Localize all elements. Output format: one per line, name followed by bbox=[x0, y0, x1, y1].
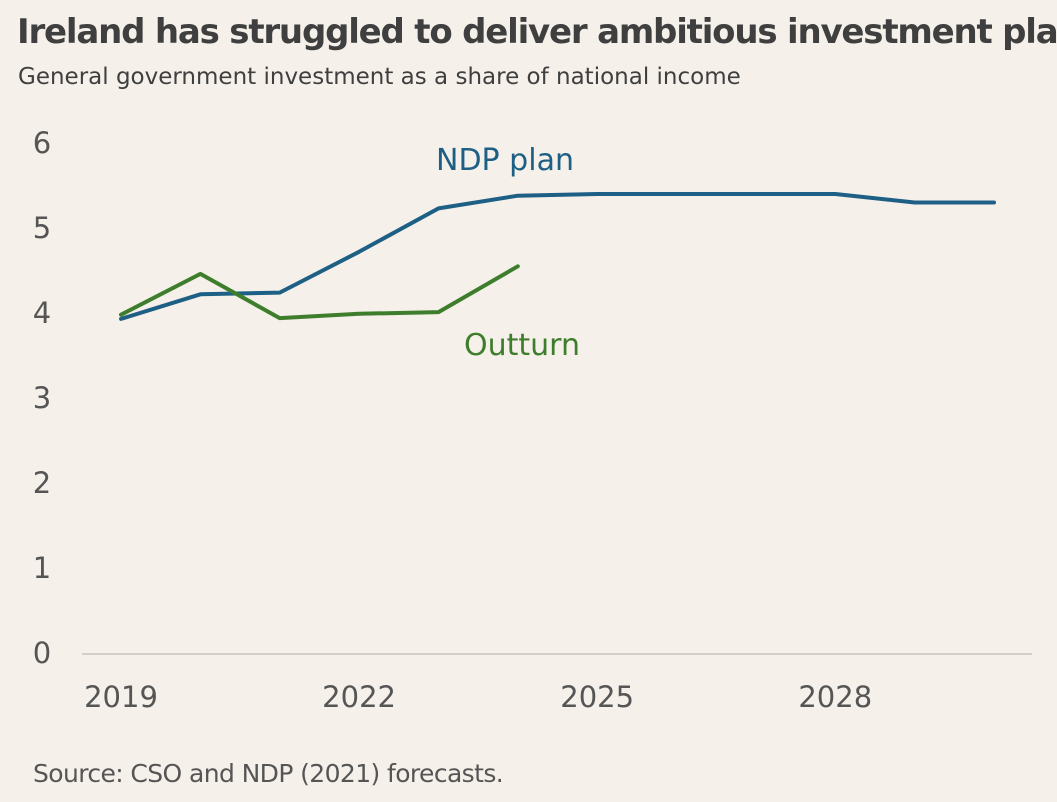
x-axis-ticks: 2019 2022 2025 2028 bbox=[84, 680, 872, 714]
y-tick-label: 2 bbox=[33, 466, 51, 500]
source-note: Source: CSO and NDP (2021) forecasts. bbox=[33, 759, 504, 788]
y-tick-label: 4 bbox=[33, 296, 51, 330]
series-lines bbox=[119, 192, 996, 321]
y-tick-label: 0 bbox=[33, 636, 51, 670]
series-line-ndp-plan bbox=[119, 192, 996, 321]
series-label-ndp-plan: NDP plan bbox=[436, 143, 574, 178]
series-label-outturn: Outturn bbox=[464, 328, 580, 363]
y-axis-ticks: 0 1 2 3 4 5 6 bbox=[33, 126, 51, 670]
y-tick-label: 3 bbox=[33, 381, 51, 415]
x-tick-label: 2025 bbox=[560, 680, 634, 714]
series-line-outturn bbox=[119, 264, 520, 321]
chart-subtitle: General government investment as a share… bbox=[18, 64, 741, 90]
chart-title: Ireland has struggled to deliver ambitio… bbox=[17, 12, 1057, 52]
x-tick-label: 2019 bbox=[84, 680, 158, 714]
y-tick-label: 1 bbox=[33, 551, 51, 585]
x-tick-label: 2022 bbox=[322, 680, 396, 714]
series-labels: NDP plan Outturn bbox=[436, 143, 580, 363]
y-tick-label: 6 bbox=[33, 126, 51, 160]
x-tick-label: 2028 bbox=[798, 680, 872, 714]
y-tick-label: 5 bbox=[33, 211, 51, 245]
